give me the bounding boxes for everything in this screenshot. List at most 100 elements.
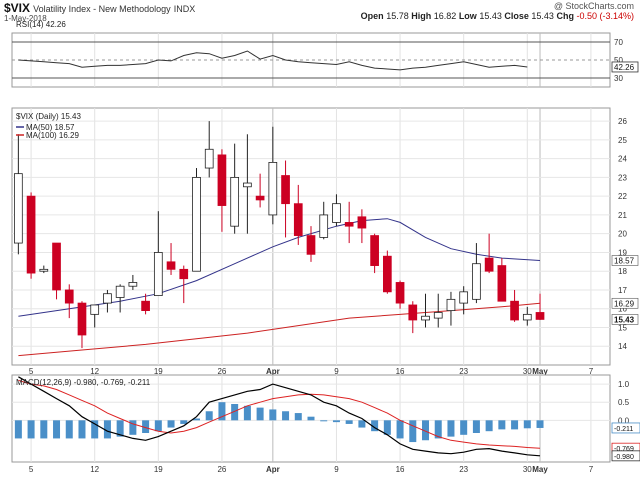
candle (217, 154, 227, 206)
ohlc-readout: Open 15.78 High 16.82 Low 15.43 Close 15… (361, 11, 634, 21)
candle (370, 235, 379, 266)
price-tick-label: 24 (618, 155, 627, 164)
price-tick-label: 25 (618, 136, 627, 145)
histogram-bar (498, 420, 506, 430)
price-label-box (611, 255, 639, 266)
macd-value-label: -0.980 (614, 454, 634, 461)
candle (90, 304, 100, 315)
x-tick-label: 30 (523, 367, 532, 376)
histogram-bar (511, 420, 519, 430)
candle (39, 268, 49, 272)
rsi-tick-label: 70 (614, 38, 623, 47)
histogram-bar (358, 420, 366, 428)
histogram-bar (332, 420, 340, 423)
low-value: 15.43 (479, 11, 502, 21)
x-tick-label: 19 (154, 465, 163, 474)
x-tick-label: May (532, 367, 548, 376)
macd-title: MACD(12,26,9) -0.980, -0.769, -0.211 (16, 378, 151, 387)
candle (497, 265, 507, 302)
price-tick-label: 19 (618, 248, 627, 257)
panel-frame (11, 32, 611, 88)
price-tick-label: 14 (618, 342, 627, 351)
price-tick-label: 20 (618, 230, 627, 239)
histogram-bar (243, 405, 251, 421)
candle (344, 222, 354, 227)
histogram-bar (218, 402, 226, 421)
x-tick-label: 26 (217, 367, 226, 376)
histogram-bar (409, 420, 417, 443)
x-tick-label: Apr (266, 465, 280, 474)
signal-line (18, 379, 541, 449)
rsi-value-box (611, 61, 639, 73)
candle (14, 173, 23, 244)
histogram-bar (192, 418, 200, 421)
index-name: Volatility Index - New Methodology (33, 4, 171, 14)
histogram-bar (472, 420, 480, 433)
candle (446, 298, 456, 311)
legend-ma100: MA(100) 16.29 (26, 131, 79, 140)
histogram-bar (536, 420, 544, 428)
close-value: 15.43 (531, 11, 554, 21)
histogram-bar (167, 420, 175, 428)
candle (395, 282, 405, 304)
histogram-bar (294, 413, 302, 421)
candle (179, 268, 189, 280)
x-tick-label: 7 (589, 367, 594, 376)
histogram-bar (142, 420, 150, 433)
histogram-bar (256, 407, 264, 421)
candle (472, 263, 481, 300)
macd-value-label: -0.769 (614, 446, 634, 453)
candle (166, 261, 176, 270)
watermark: @ StockCharts.com (553, 1, 634, 11)
price-label-box (611, 297, 639, 309)
candle (433, 312, 443, 319)
x-tick-label: 30 (523, 465, 532, 474)
histogram-bar (40, 420, 48, 439)
candle (192, 177, 201, 272)
high-value: 16.82 (433, 11, 457, 21)
low-label: Low (458, 11, 477, 21)
x-tick-label: 16 (396, 367, 405, 376)
rsi-value-label: 42.26 (614, 63, 635, 72)
histogram-bar (78, 420, 86, 439)
open-value: 15.78 (386, 11, 409, 21)
x-tick-label: 9 (334, 367, 339, 376)
candle (268, 162, 278, 216)
legend-ma50: MA(50) 18.57 (26, 123, 75, 132)
price-panel: 26 25 24 23 22 21 20 19 18 17 16 15 14 18.57 16.29 15.4… (11, 107, 639, 376)
candle (306, 235, 316, 255)
price-tick-label: 23 (618, 173, 627, 182)
price-tick-label: 22 (618, 192, 627, 201)
macd-tick-label: 0.5 (618, 398, 630, 407)
x-tick-label: 19 (154, 367, 163, 376)
histogram-bar (65, 420, 73, 439)
x-tick-label: 9 (334, 465, 339, 474)
histogram-bar (345, 420, 353, 424)
macd-panel: 1.0 0.5 0.0-0.211 -0.769-0.980 MACD(12,26,9)… (11, 374, 640, 474)
x-tick-label: 23 (459, 367, 468, 376)
candle (459, 291, 469, 304)
x-tick-label: 16 (396, 465, 405, 474)
histogram-bar (383, 420, 391, 435)
candle (357, 216, 367, 229)
candle (510, 300, 519, 321)
rsi-panel: 70 50 30 42.26 RSI(14) 42.26 (11, 20, 639, 88)
histogram-bar (27, 420, 35, 439)
histogram-bar (129, 420, 137, 435)
candle (255, 195, 265, 201)
ma100-line (18, 302, 541, 357)
candle (484, 257, 494, 272)
macd-tick-label: 1.0 (618, 380, 630, 389)
price-label-box (611, 314, 639, 325)
candle (153, 252, 163, 296)
candle (103, 293, 112, 304)
histogram-bar (307, 416, 315, 421)
rsi-tick-label: 30 (614, 74, 623, 83)
candle (26, 195, 36, 274)
histogram-bar (523, 420, 531, 429)
price-label: 18.57 (614, 257, 635, 266)
price-tick-label: 26 (618, 117, 627, 126)
candle (77, 302, 87, 336)
price-label: 16.29 (614, 299, 635, 308)
